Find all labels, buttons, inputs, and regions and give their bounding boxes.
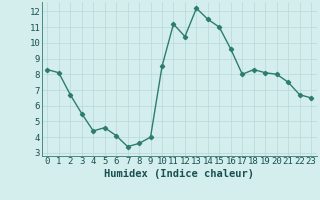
X-axis label: Humidex (Indice chaleur): Humidex (Indice chaleur) [104, 169, 254, 179]
